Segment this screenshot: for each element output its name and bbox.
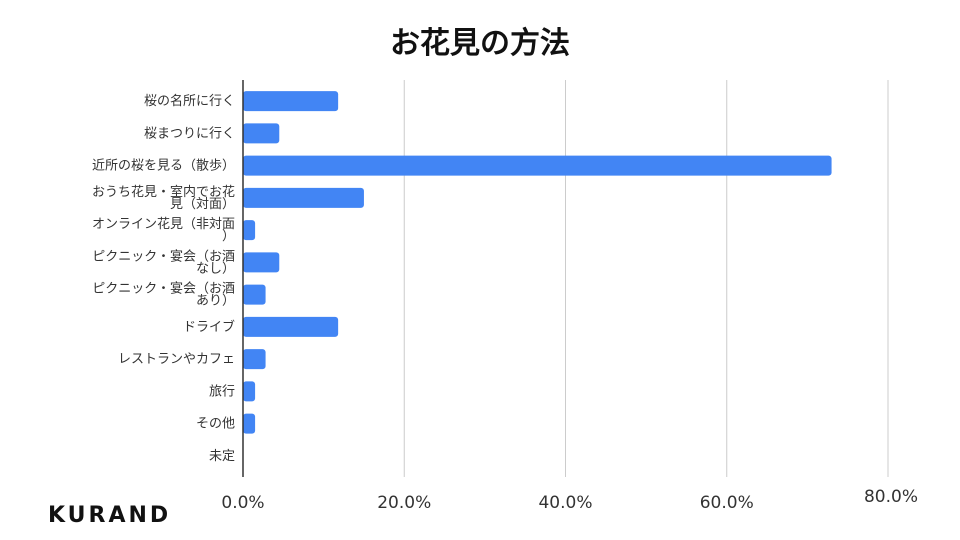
bar: [243, 284, 266, 305]
bar: [243, 91, 339, 112]
bar: [243, 155, 832, 176]
bars: [243, 91, 832, 434]
bar: [243, 349, 266, 370]
x-tick-label: 60.0%: [700, 493, 754, 513]
category-label: その他: [196, 417, 235, 432]
x-tick-label: 40.0%: [538, 493, 592, 513]
kurand-logo: KURAND: [48, 503, 172, 528]
x-tick-label: 20.0%: [377, 493, 431, 513]
bar: [243, 252, 280, 273]
category-label: ドライブ: [183, 319, 235, 335]
bar: [243, 187, 364, 208]
bar: [243, 413, 256, 434]
category-label: 桜まつりに行く: [144, 126, 235, 141]
bar: [243, 316, 339, 337]
category-label: 未定: [209, 449, 235, 464]
x-tick-label: 0.0%: [221, 493, 264, 513]
bar: [243, 220, 256, 241]
bar: [243, 123, 280, 144]
category-label: 近所の桜を見る（散歩）: [92, 159, 235, 174]
category-label: レストランやカフェ: [118, 352, 235, 367]
category-label: ピクニック・宴会（お酒あり）: [92, 281, 235, 309]
category-label: オンライン花見（非対面）: [92, 216, 235, 244]
category-label: 桜の名所に行く: [144, 93, 235, 109]
category-label: 旅行: [209, 384, 235, 399]
chart-title: お花見の方法: [390, 26, 570, 61]
x-tick-label: 80.0%: [864, 487, 918, 507]
bar: [243, 381, 256, 402]
category-label: おうち花見・室内でお花見（対面）: [92, 184, 235, 212]
category-label: ピクニック・宴会（お酒なし）: [92, 248, 235, 276]
gridlines: [403, 80, 889, 477]
x-tick-labels: 0.0% 20.0% 40.0% 60.0% 80.0%: [221, 487, 918, 513]
